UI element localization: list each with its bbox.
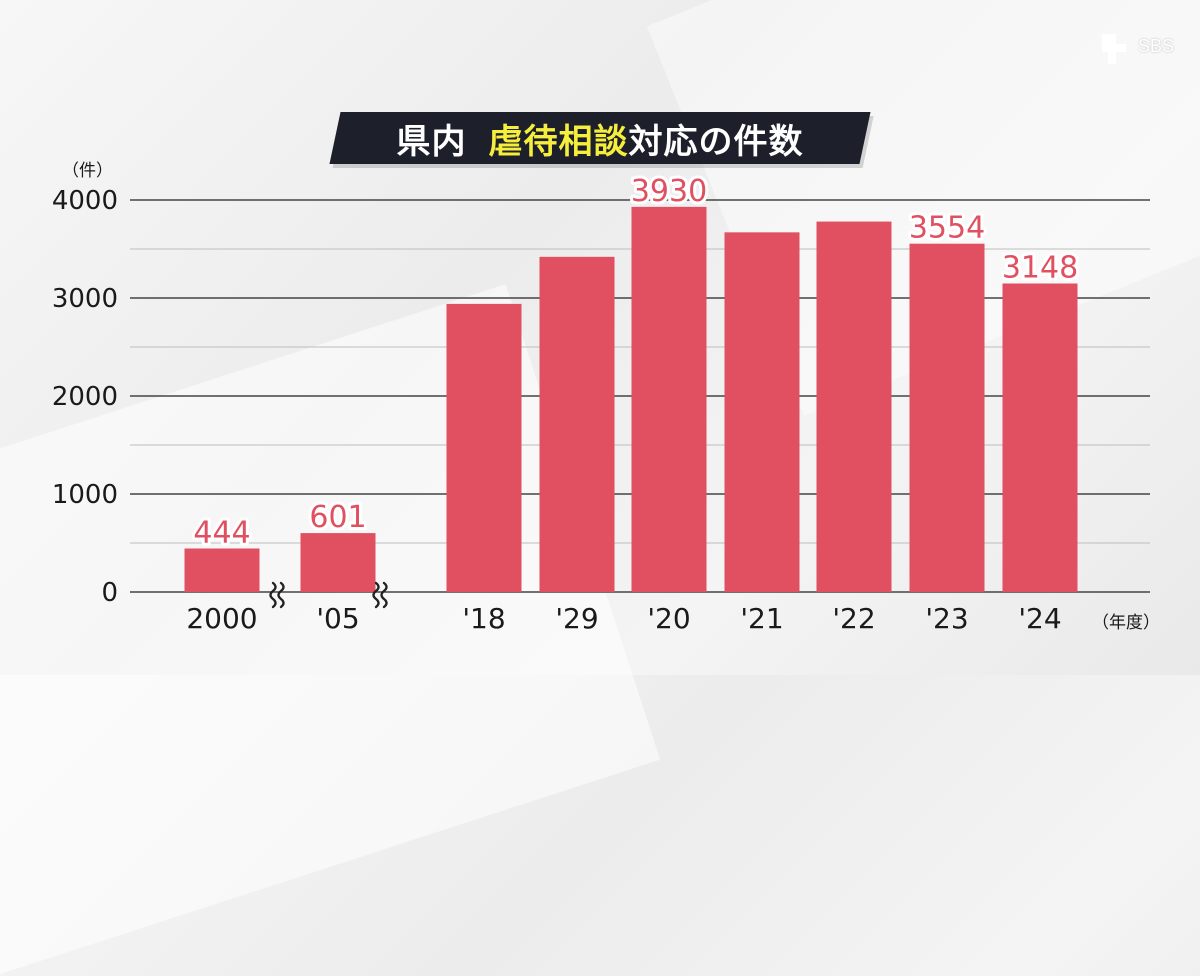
y-tick-label: 3000 xyxy=(52,284,118,314)
bar xyxy=(300,533,376,592)
sbs-logo-icon xyxy=(1102,34,1126,64)
x-tick-label: '24 xyxy=(1018,602,1061,635)
bar xyxy=(631,206,707,593)
data-label: 3554 xyxy=(909,211,985,246)
x-tick-label: '18 xyxy=(462,602,505,635)
bar xyxy=(909,243,985,592)
logo-text: SBS xyxy=(1138,36,1175,56)
chart-title: 県内 虐待相談 対応の件数 xyxy=(335,112,865,164)
axis-break-icon xyxy=(380,581,388,609)
title-part1: 県内 xyxy=(396,121,467,162)
x-tick-label: '21 xyxy=(740,602,783,635)
bar xyxy=(184,548,260,592)
x-tick-label: '29 xyxy=(555,602,598,635)
x-tick-label: '23 xyxy=(925,602,968,635)
y-tick-label: 4000 xyxy=(52,186,118,216)
bar xyxy=(446,303,522,592)
axis-break-icon xyxy=(269,581,277,609)
x-tick-label: '05 xyxy=(316,602,359,635)
title-highlight: 虐待相談 xyxy=(488,121,629,162)
y-tick-label: 2000 xyxy=(52,382,118,412)
x-unit-label: （年度） xyxy=(1092,613,1160,633)
bar xyxy=(724,232,800,592)
data-label: 601 xyxy=(309,500,366,535)
title-part2: 対応の件数 xyxy=(628,121,804,162)
x-tick-label: 2000 xyxy=(186,602,257,635)
bar-chart: 0 1000 2000 3000 4000 （件） （年度） 2000 444 '05 601 '18… xyxy=(52,161,1160,635)
y-unit-label: （件） xyxy=(62,161,113,181)
x-tick-label: '20 xyxy=(647,602,690,635)
data-label: 3148 xyxy=(1002,250,1078,285)
y-tick-label: 1000 xyxy=(52,480,118,510)
data-label: 444 xyxy=(193,515,250,550)
axis-break-icon xyxy=(372,581,380,609)
bar xyxy=(816,221,892,592)
axis-break-icon xyxy=(277,581,285,609)
y-tick-label: 0 xyxy=(101,578,118,608)
bar xyxy=(539,256,615,592)
x-tick-label: '22 xyxy=(832,602,875,635)
data-label: 3930 xyxy=(631,174,707,209)
bar xyxy=(1002,283,1078,592)
